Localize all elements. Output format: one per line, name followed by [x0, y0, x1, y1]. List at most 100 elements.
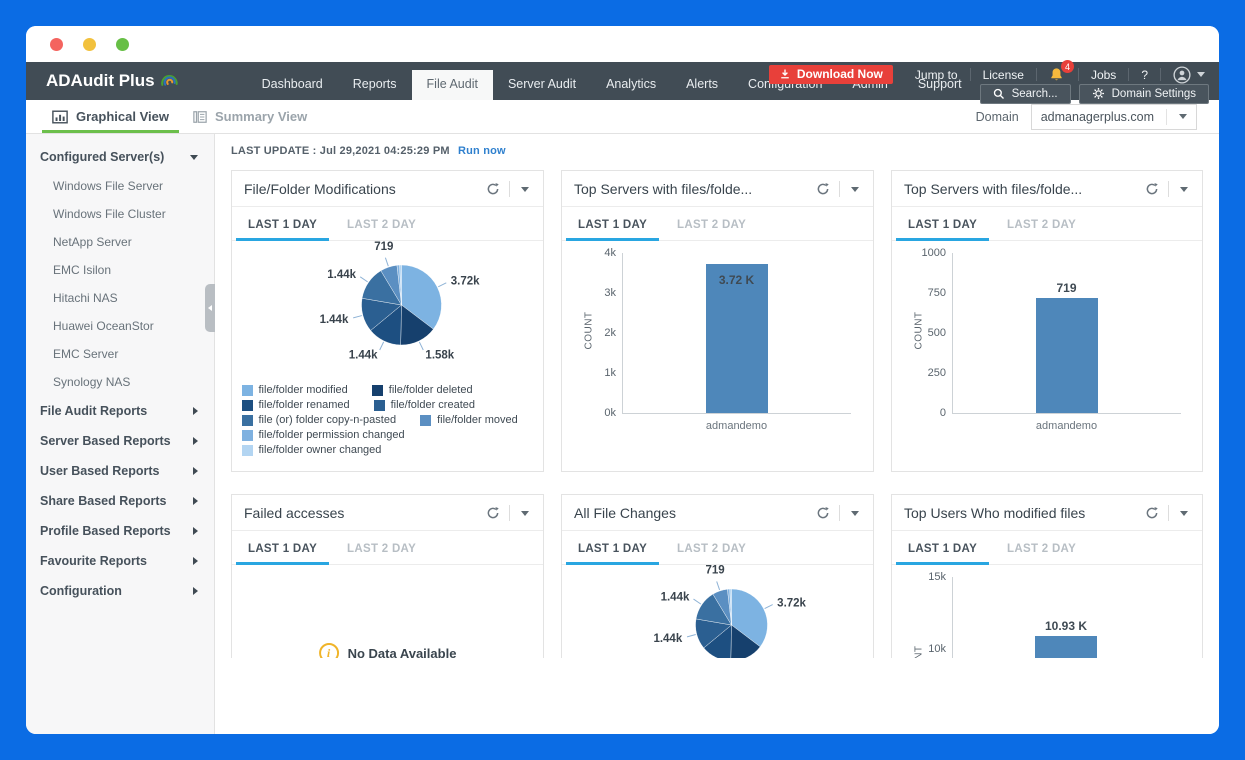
jump-to-link[interactable]: Jump to [914, 67, 958, 82]
sidebar-section-configuration[interactable]: Configuration [26, 576, 214, 606]
app-logo[interactable]: ADAudit Plus [26, 62, 193, 100]
legend-label: file/folder owner changed [258, 444, 382, 456]
pie-slice-file-folder-deleted[interactable] [730, 624, 761, 658]
refresh-icon[interactable] [486, 506, 500, 520]
tab-last-1-day[interactable]: LAST 1 DAY [235, 207, 330, 241]
refresh-icon[interactable] [816, 506, 830, 520]
tab-last-1-day[interactable]: LAST 1 DAY [235, 531, 330, 565]
domain-select[interactable]: admanagerplus.com [1030, 103, 1197, 130]
help-icon[interactable]: ? [1141, 67, 1148, 82]
bar-admandemo[interactable] [705, 264, 768, 413]
pie-slice-file-folder-modified[interactable] [731, 588, 768, 648]
pie-slice-file-folder-owner-changed[interactable] [399, 264, 402, 306]
nav-alerts[interactable]: Alerts [686, 77, 719, 91]
sidebar-section-profile-based-reports[interactable]: Profile Based Reports [26, 516, 214, 546]
tab-last-1-day[interactable]: LAST 1 DAY [895, 531, 990, 565]
sidebar-item-windows-file-cluster[interactable]: Windows File Cluster [53, 207, 166, 221]
sidebar-item-emc-server[interactable]: EMC Server [53, 347, 119, 361]
panel-menu-caret-icon[interactable] [519, 509, 531, 518]
sidebar-item-hitachi-nas[interactable]: Hitachi NAS [53, 291, 118, 305]
legend-swatch [420, 414, 432, 426]
pie-slice-file-folder-owner-changed[interactable] [729, 588, 732, 626]
legend-label: file/folder created [390, 399, 475, 411]
sidebar-section-server-based-reports[interactable]: Server Based Reports [26, 426, 214, 456]
panel-menu-caret-icon[interactable] [1178, 185, 1190, 194]
tab-last-2-day[interactable]: LAST 2 DAY [347, 543, 417, 555]
panel-all-file-changes: All File Changes LAST 1 DAY LAST 2 DAY 3 [561, 494, 874, 658]
window-zoom-button[interactable] [116, 37, 129, 51]
chevron-right-icon [193, 467, 198, 475]
sidebar-item-emc-isilon[interactable]: EMC Isilon [53, 263, 112, 277]
download-now-label: Download Now [796, 67, 883, 81]
nav-file-audit[interactable]: File Audit [411, 70, 493, 100]
search-button[interactable]: Search... [979, 84, 1071, 104]
content-area: LAST UPDATE : Jul 29,2021 04:25:29 PM Ru… [215, 134, 1219, 734]
user-menu[interactable] [1161, 65, 1209, 84]
pie-label: 1.58k [425, 350, 454, 362]
run-now-link[interactable]: Run now [457, 145, 506, 157]
tab-last-2-day[interactable]: LAST 2 DAY [1007, 543, 1077, 555]
nav-analytics[interactable]: Analytics [606, 77, 657, 91]
panel-menu-caret-icon[interactable] [519, 185, 531, 194]
header-right: Download Now Jump to License 4 Jobs ? [768, 60, 1209, 104]
nav-support[interactable]: Support [917, 77, 962, 91]
sidebar-section-user-based-reports[interactable]: User Based Reports [26, 456, 214, 486]
panel-menu-caret-icon[interactable] [849, 185, 861, 194]
refresh-icon[interactable] [1145, 182, 1159, 196]
chevron-down-icon [1179, 114, 1187, 119]
bar-admandemo[interactable] [1035, 297, 1098, 413]
download-now-button[interactable]: Download Now [768, 65, 893, 84]
chevron-down-icon [190, 154, 198, 160]
nav-dashboard[interactable]: Dashboard [261, 77, 323, 91]
sidebar-collapse-handle[interactable] [205, 284, 215, 332]
panel-menu-caret-icon[interactable] [849, 509, 861, 518]
sidebar-item-windows-file-server[interactable]: Windows File Server [53, 179, 164, 193]
tab-last-2-day[interactable]: LAST 2 DAY [677, 219, 747, 231]
window-chrome [26, 26, 1219, 62]
legend-swatch [241, 414, 253, 426]
sidebar-item-huawei-oceanstor[interactable]: Huawei OceanStor [53, 319, 154, 333]
gear-icon [1092, 87, 1104, 100]
tab-graphical-view[interactable]: Graphical View [40, 100, 181, 133]
tab-last-1-day[interactable]: LAST 1 DAY [565, 207, 660, 241]
tab-last-1-day[interactable]: LAST 1 DAY [895, 207, 990, 241]
tab-last-2-day[interactable]: LAST 2 DAY [347, 219, 417, 231]
pie-slice-file-folder-modified[interactable] [401, 264, 442, 330]
divider [1128, 68, 1130, 81]
domain-settings-label: Domain Settings [1111, 87, 1196, 100]
sidebar-section-share-based-reports[interactable]: Share Based Reports [26, 486, 214, 516]
bar-value[interactable] [1035, 635, 1097, 658]
window-minimize-button[interactable] [83, 37, 96, 51]
domain-label: Domain [975, 109, 1019, 124]
bar-value-label: 3.72 K [718, 273, 755, 288]
dashboard-clip: LAST UPDATE : Jul 29,2021 04:25:29 PM Ru… [215, 134, 1219, 658]
tab-last-2-day[interactable]: LAST 2 DAY [1007, 219, 1077, 231]
panel-title: Failed accesses [244, 505, 345, 521]
window-close-button[interactable] [50, 37, 63, 51]
sidebar-section-favourite-reports[interactable]: Favourite Reports [26, 546, 214, 576]
tab-last-2-day[interactable]: LAST 2 DAY [677, 543, 747, 555]
sidebar-item-synology-nas[interactable]: Synology NAS [53, 375, 131, 389]
jobs-link[interactable]: Jobs [1090, 67, 1117, 82]
legend-swatch [373, 399, 385, 411]
sidebar-section-file-audit-reports[interactable]: File Audit Reports [26, 396, 214, 426]
legend-label: file/folder deleted [388, 384, 473, 396]
sidebar-section-label: File Audit Reports [40, 404, 148, 418]
sidebar-item-netapp-server[interactable]: NetApp Server [53, 235, 132, 249]
license-link[interactable]: License [982, 67, 1024, 82]
notifications-bell-icon[interactable]: 4 [1037, 60, 1078, 82]
refresh-icon[interactable] [1145, 506, 1159, 520]
notification-count-badge: 4 [1060, 60, 1074, 73]
panel-menu-caret-icon[interactable] [1178, 509, 1190, 518]
pie-chart: 3.72k 1.58k 1.44k 1.44k 1.44k 719 [320, 241, 481, 362]
tab-summary-view[interactable]: Summary View [181, 100, 319, 133]
sidebar-section-label: Favourite Reports [40, 554, 147, 568]
nav-server-audit[interactable]: Server Audit [507, 77, 577, 91]
sidebar-section-configured-server-s[interactable]: Configured Server(s) [26, 142, 214, 172]
tab-last-1-day[interactable]: LAST 1 DAY [565, 531, 660, 565]
refresh-icon[interactable] [816, 182, 830, 196]
nav-reports[interactable]: Reports [352, 77, 397, 91]
domain-settings-button[interactable]: Domain Settings [1078, 84, 1209, 104]
refresh-icon[interactable] [486, 182, 500, 196]
